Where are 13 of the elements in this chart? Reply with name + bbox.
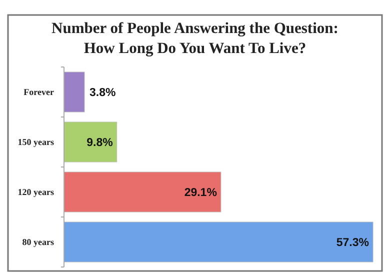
y-tick-label: 80 years [22,236,54,247]
y-tick-label: 120 years [18,186,54,197]
chart-title: Number of People Answering the Question: How Long Do You Want To Live? [52,20,338,57]
y-tick-label: Forever [24,86,54,97]
data-label: 3.8% [89,87,116,100]
data-label: 29.1% [184,187,217,200]
bar [64,122,118,162]
bar [64,172,222,212]
data-label: 57.3% [336,237,369,250]
data-label: 9.8% [86,137,113,150]
bar [64,72,85,112]
y-tick-label: 150 years [18,136,54,147]
bar [64,222,374,262]
